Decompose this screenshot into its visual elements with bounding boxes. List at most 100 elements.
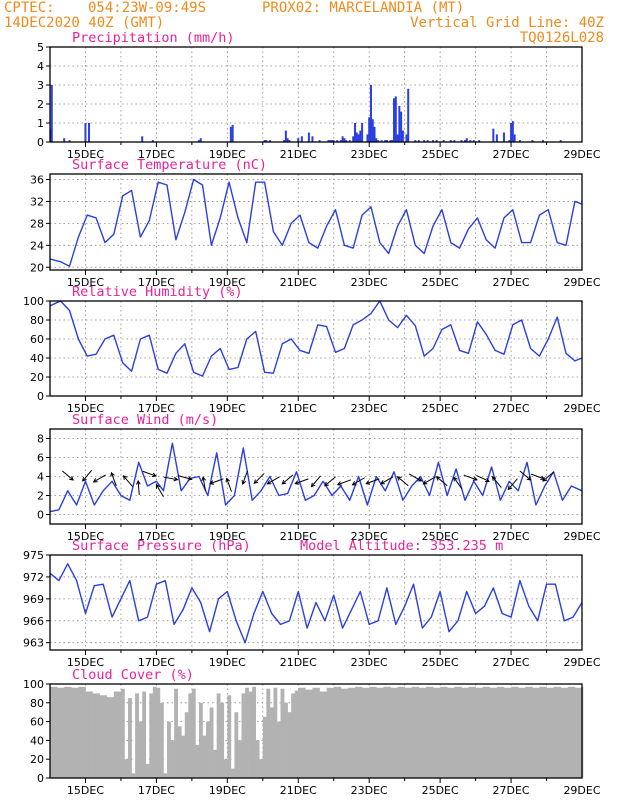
wind-arrow-head: [336, 481, 342, 486]
rh-ytick-label: 40: [30, 352, 44, 365]
wind-xtick-label: 17DEC: [138, 530, 175, 543]
cloud-column: [582, 686, 584, 778]
wind-arrow: [62, 470, 74, 481]
precip-bar: [384, 140, 387, 142]
cloud-column: [567, 686, 576, 778]
wind-arrow-shaft: [530, 473, 545, 480]
pressure-annotation: Model Altitude: 353.235 m: [300, 538, 503, 554]
cloud-column: [170, 740, 175, 778]
pressure-line: [49, 563, 583, 644]
wind-arrow-shaft: [156, 484, 164, 498]
wind-arrow-shaft: [202, 477, 206, 492]
cloud-column: [560, 687, 569, 778]
cloud-column: [511, 686, 519, 778]
wind-arrow: [201, 476, 206, 492]
cloud-column: [355, 686, 363, 778]
temp-ytick-label: 20: [30, 261, 44, 274]
wind-arrow-shaft: [380, 476, 394, 485]
precip-bar: [265, 140, 268, 142]
wind-arrow-shaft: [453, 477, 463, 490]
cloud-column: [174, 688, 178, 778]
precip-bar: [393, 98, 396, 142]
cloud-column: [312, 687, 320, 778]
wind-arrow: [519, 470, 532, 481]
precip-bar: [513, 134, 516, 142]
wind-title: Surface Wind (m/s): [72, 412, 218, 428]
cloud-panel: Cloud Cover (%) 0 20 40 60 80 100 15DEC 17DEC 19D…: [23, 667, 601, 797]
cloud-column: [198, 702, 203, 778]
rh-ytick-label: 100: [23, 295, 44, 308]
wind-arrow: [122, 475, 133, 487]
cloud-column: [518, 687, 526, 778]
precip-bar: [400, 111, 403, 142]
wind-line: [49, 442, 583, 513]
cloud-column: [152, 686, 157, 778]
pressure-xtick-label: 23DEC: [351, 656, 388, 669]
precip-bar: [531, 140, 534, 142]
cloud-column: [262, 716, 267, 778]
cloud-column: [447, 687, 455, 778]
header-run-code: TQ0126L028: [519, 30, 604, 46]
wind-arrow-head: [241, 480, 247, 485]
precip-bar: [385, 140, 388, 142]
precip-bar: [354, 123, 357, 142]
temp-xtick-label: 21DEC: [280, 276, 317, 289]
precip-bar: [359, 130, 362, 142]
header-source: CPTEC:: [4, 0, 55, 16]
wind-arrow: [142, 470, 157, 478]
precip-bar: [449, 140, 452, 142]
precip-bar: [407, 88, 410, 142]
precip-bar: [352, 136, 355, 142]
wind-arrow-head: [365, 480, 371, 485]
wind-arrow: [92, 474, 106, 483]
precip-bar: [329, 140, 332, 142]
cloud-column: [120, 688, 125, 778]
pressure-panel: Surface Pressure (hPa) Model Altitude: 35…: [23, 538, 601, 669]
cloud-column: [397, 686, 405, 778]
wind-arrow-head: [92, 478, 98, 483]
cloud-column: [241, 693, 246, 778]
wind-arrow: [294, 478, 309, 485]
wind-arrow-shaft: [408, 473, 422, 482]
cloud-column: [482, 686, 491, 778]
precip-bar: [283, 140, 286, 142]
cloud-column: [234, 712, 239, 778]
wind-arrow-head: [472, 476, 478, 481]
temp-line: [49, 178, 583, 267]
wind-xtick-label: 21DEC: [280, 530, 317, 543]
precip-xtick-label: 19DEC: [209, 148, 246, 161]
cloud-column: [57, 687, 65, 778]
cloud-column: [496, 686, 505, 778]
cloud-column: [574, 687, 583, 778]
wind-arrow-head: [266, 480, 272, 485]
wind-xtick-label: 27DEC: [493, 530, 530, 543]
precip-bar: [366, 134, 369, 142]
wind-arrow-head: [526, 476, 532, 481]
cloud-column: [99, 695, 108, 778]
cloud-column: [177, 726, 182, 778]
wind-arrow-head: [453, 476, 458, 482]
cloud-column: [223, 759, 228, 778]
wind-arrow: [453, 476, 463, 490]
rh-frame: [49, 300, 583, 397]
precip-bar: [361, 123, 364, 142]
cloud-ytick-label: 40: [30, 734, 44, 747]
cloud-column: [539, 686, 547, 778]
pressure-ytick-label: 969: [23, 593, 44, 606]
precip-bar: [141, 136, 144, 142]
cloud-column: [64, 686, 72, 778]
wind-arrow: [379, 476, 394, 485]
precip-bar: [380, 140, 383, 142]
cloud-column: [475, 687, 483, 778]
temp-panel: Surface Temperature (nC) 20 24 28 32 36 15DEC 1…: [30, 157, 601, 289]
cloud-frame: [49, 683, 583, 779]
wind-arrow-shaft: [337, 479, 352, 486]
cloud-column: [156, 687, 161, 778]
pressure-xtick-label: 19DEC: [209, 656, 246, 669]
cloud-column: [390, 687, 398, 778]
precip-bar: [518, 140, 521, 142]
cloud-column: [149, 693, 154, 778]
precip-bar: [492, 128, 495, 142]
wind-arrow: [507, 478, 518, 491]
